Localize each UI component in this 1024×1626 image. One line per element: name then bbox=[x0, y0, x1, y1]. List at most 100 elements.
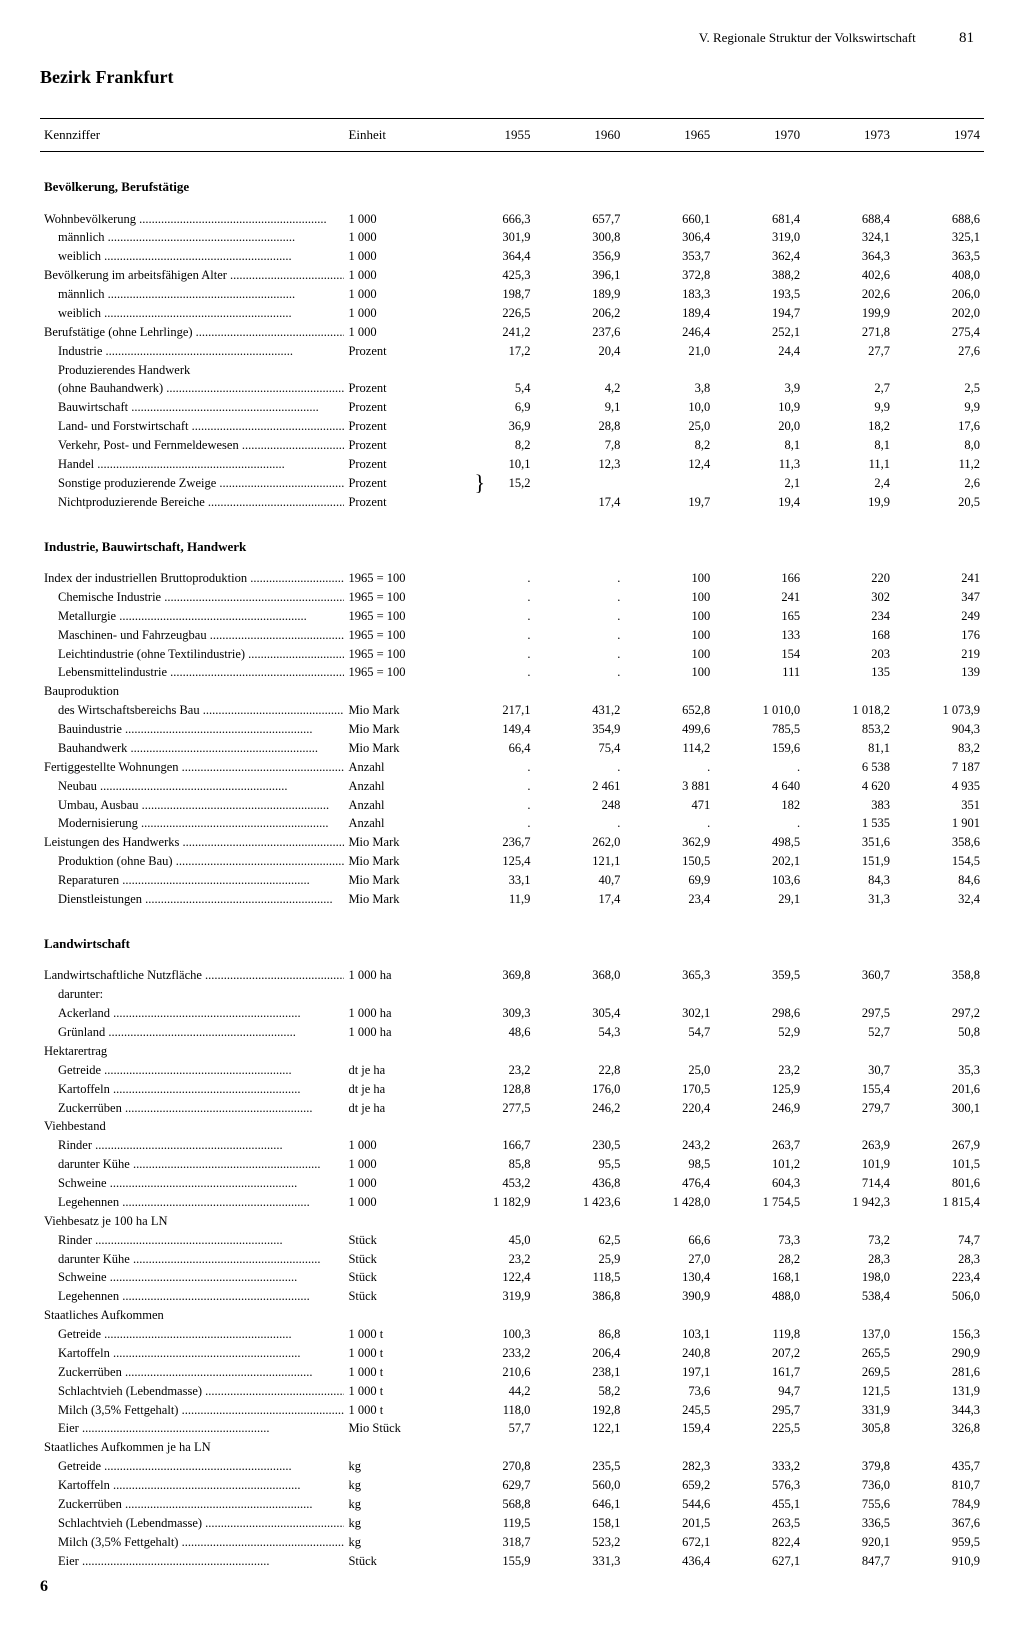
cell-value: 154,5 bbox=[894, 852, 984, 871]
row-label: (ohne Bauhandwerk) .....................… bbox=[40, 379, 344, 398]
cell-value: } 15,2 bbox=[445, 474, 535, 493]
row-unit: kg bbox=[344, 1457, 444, 1476]
cell-value: 3,9 bbox=[714, 379, 804, 398]
cell-value: 86,8 bbox=[534, 1325, 624, 1344]
cell-value: 1 754,5 bbox=[714, 1193, 804, 1212]
cell-value: 471 bbox=[624, 796, 714, 815]
row-unit: dt je ha bbox=[344, 1061, 444, 1080]
cell-value: 193,5 bbox=[714, 285, 804, 304]
cell-value: 681,4 bbox=[714, 210, 804, 229]
cell-value: 920,1 bbox=[804, 1533, 894, 1552]
cell-value: 11,9 bbox=[445, 890, 535, 909]
cell-value: 666,3 bbox=[445, 210, 535, 229]
cell-value: . bbox=[534, 626, 624, 645]
table-row: Rinder .................................… bbox=[40, 1231, 984, 1250]
row-unit: Anzahl bbox=[344, 814, 444, 833]
section-header-row: Landwirtschaft bbox=[40, 909, 984, 967]
table-row: Metallurgie ............................… bbox=[40, 607, 984, 626]
cell-value: 959,5 bbox=[894, 1533, 984, 1552]
cell-value: 347 bbox=[894, 588, 984, 607]
table-row: Landwirtschaftliche Nutzfläche .........… bbox=[40, 966, 984, 985]
cell-value: 125,4 bbox=[445, 852, 535, 871]
table-row: Sonstige produzierende Zweige ..........… bbox=[40, 474, 984, 493]
cell-value: 246,9 bbox=[714, 1099, 804, 1118]
row-unit: Anzahl bbox=[344, 758, 444, 777]
cell-value: 248 bbox=[534, 796, 624, 815]
table-row: Berufstätige (ohne Lehrlinge) ..........… bbox=[40, 323, 984, 342]
cell-value: 277,5 bbox=[445, 1099, 535, 1118]
cell-value: 326,8 bbox=[894, 1419, 984, 1438]
cell-value: 85,8 bbox=[445, 1155, 535, 1174]
table-row: (ohne Bauhandwerk) .....................… bbox=[40, 379, 984, 398]
row-label: Viehbestand bbox=[40, 1117, 344, 1136]
cell-value bbox=[714, 1212, 804, 1231]
cell-value: 100 bbox=[624, 588, 714, 607]
cell-value: 2,4 bbox=[804, 474, 894, 493]
cell-value: 436,4 bbox=[624, 1552, 714, 1571]
table-row: weiblich ...............................… bbox=[40, 247, 984, 266]
cell-value: 103,1 bbox=[624, 1325, 714, 1344]
cell-value bbox=[534, 682, 624, 701]
row-label: Milch (3,5% Fettgehalt) ................… bbox=[40, 1533, 344, 1552]
row-label: Umbau, Ausbau ..........................… bbox=[40, 796, 344, 815]
cell-value bbox=[445, 1212, 535, 1231]
cell-value: 155,4 bbox=[804, 1080, 894, 1099]
cell-value: 17,4 bbox=[534, 493, 624, 512]
table-row: Verkehr, Post- und Fernmeldewesen ......… bbox=[40, 436, 984, 455]
row-label: Modernisierung .........................… bbox=[40, 814, 344, 833]
row-unit: Mio Mark bbox=[344, 720, 444, 739]
cell-value bbox=[894, 985, 984, 1004]
row-label: Bauhandwerk ............................… bbox=[40, 739, 344, 758]
footer-number: 6 bbox=[40, 1578, 984, 1596]
cell-value: . bbox=[534, 814, 624, 833]
cell-value: 275,4 bbox=[894, 323, 984, 342]
cell-value: 351,6 bbox=[804, 833, 894, 852]
cell-value: 28,2 bbox=[714, 1250, 804, 1269]
col-year: 1960 bbox=[534, 119, 624, 152]
row-label: Rinder .................................… bbox=[40, 1231, 344, 1250]
row-unit: 1 000 bbox=[344, 266, 444, 285]
table-row: Handel .................................… bbox=[40, 455, 984, 474]
row-label: darunter Kühe ..........................… bbox=[40, 1155, 344, 1174]
table-row: Maschinen- und Fahrzeugbau .............… bbox=[40, 626, 984, 645]
row-unit: Prozent bbox=[344, 379, 444, 398]
cell-value: 206,4 bbox=[534, 1344, 624, 1363]
col-einheit: Einheit bbox=[344, 119, 444, 152]
cell-value: . bbox=[534, 645, 624, 664]
row-unit: Prozent bbox=[344, 474, 444, 493]
cell-value: 202,1 bbox=[714, 852, 804, 871]
cell-value: 73,2 bbox=[804, 1231, 894, 1250]
table-row: Schlachtvieh (Lebendmasse) .............… bbox=[40, 1382, 984, 1401]
table-row: Staatliches Aufkommen bbox=[40, 1306, 984, 1325]
table-row: Leichtindustrie (ohne Textilindustrie) .… bbox=[40, 645, 984, 664]
cell-value: 135 bbox=[804, 663, 894, 682]
cell-value bbox=[445, 1306, 535, 1325]
page-number: 81 bbox=[959, 30, 974, 47]
cell-value: 201,6 bbox=[894, 1080, 984, 1099]
row-label: Zuckerrüben ............................… bbox=[40, 1099, 344, 1118]
cell-value bbox=[714, 1117, 804, 1136]
cell-value: 176 bbox=[894, 626, 984, 645]
cell-value: 8,1 bbox=[804, 436, 894, 455]
cell-value: 353,7 bbox=[624, 247, 714, 266]
cell-value: 282,3 bbox=[624, 1457, 714, 1476]
cell-value: 576,3 bbox=[714, 1476, 804, 1495]
cell-value: 358,8 bbox=[894, 966, 984, 985]
cell-value: 652,8 bbox=[624, 701, 714, 720]
table-row: Bevölkerung im arbeitsfähigen Alter ....… bbox=[40, 266, 984, 285]
cell-value: 1 018,2 bbox=[804, 701, 894, 720]
cell-value: 660,1 bbox=[624, 210, 714, 229]
cell-value: 182 bbox=[714, 796, 804, 815]
table-row: Zuckerrüben ............................… bbox=[40, 1495, 984, 1514]
cell-value: 119,5 bbox=[445, 1514, 535, 1533]
cell-value bbox=[445, 985, 535, 1004]
row-label: Zuckerrüben ............................… bbox=[40, 1495, 344, 1514]
row-unit: 1 000 t bbox=[344, 1344, 444, 1363]
cell-value: 131,9 bbox=[894, 1382, 984, 1401]
cell-value bbox=[714, 1438, 804, 1457]
cell-value: 1 423,6 bbox=[534, 1193, 624, 1212]
cell-value: 1 815,4 bbox=[894, 1193, 984, 1212]
cell-value: 3 881 bbox=[624, 777, 714, 796]
row-label: Milch (3,5% Fettgehalt) ................… bbox=[40, 1401, 344, 1420]
cell-value: 165 bbox=[714, 607, 804, 626]
